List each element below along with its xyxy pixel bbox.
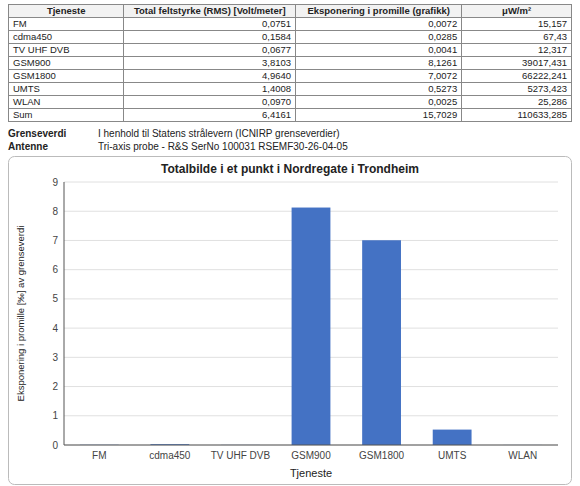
table-cell: 110633,285: [462, 109, 572, 122]
table-cell: cdma450: [9, 31, 124, 44]
table-cell: Sum: [9, 109, 124, 122]
table-cell: 0,1584: [124, 31, 296, 44]
table-cell: TV UHF DVB: [9, 44, 124, 57]
table-header: μW/m²: [462, 5, 572, 18]
footer-line: GrenseverdiI henhold til Statens strålev…: [8, 127, 572, 140]
table-cell: 0,0970: [124, 96, 296, 109]
table-cell: 15,7029: [296, 109, 462, 122]
table-cell: 7,0072: [296, 70, 462, 83]
chart-border: [9, 157, 572, 485]
bars: [80, 208, 542, 445]
grid-line: [64, 445, 558, 446]
x-tick-label: GSM900: [291, 450, 331, 461]
x-tick-label: WLAN: [508, 450, 537, 461]
table-cell: 0,5273: [296, 83, 462, 96]
x-tick-label: GSM1800: [359, 450, 404, 461]
table-header: Tjeneste: [9, 5, 124, 18]
footer-line: AntenneTri-axis probe - R&S SerNo 100031…: [8, 140, 572, 153]
table-row: GSM9003,81038,126139017,431: [9, 57, 572, 70]
bar: [433, 430, 472, 445]
chart-title: Totalbilde i et punkt i Nordregate i Tro…: [161, 162, 419, 176]
table-cell: 67,43: [462, 31, 572, 44]
y-tick-label: 9: [52, 177, 58, 188]
table-cell: 0,0751: [124, 18, 296, 31]
table-cell: 4,9640: [124, 70, 296, 83]
x-axis-line: [64, 445, 558, 446]
bar: [362, 240, 401, 445]
table-row: Sum6,416115,7029110633,285: [9, 109, 572, 122]
y-axis-line: [64, 182, 65, 445]
x-tick-label: cdma450: [149, 450, 191, 461]
table-header-row: TjenesteTotal feltstyrke (RMS) [Volt/met…: [9, 5, 572, 18]
table-cell: 6,4161: [124, 109, 296, 122]
table-row: WLAN0,09700,002525,286: [9, 96, 572, 109]
table-cell: 5273,423: [462, 83, 572, 96]
table-cell: 0,0677: [124, 44, 296, 57]
bar-chart: Totalbilde i et punkt i Nordregate i Tro…: [8, 156, 572, 485]
table-cell: 1,4008: [124, 83, 296, 96]
x-tick-label: TV UHF DVB: [211, 450, 271, 461]
table-cell: UMTS: [9, 83, 124, 96]
table-cell: 0,0041: [296, 44, 462, 57]
y-tick-label: 3: [52, 352, 58, 363]
table-cell: GSM1800: [9, 70, 124, 83]
table-body: FM0,07510,007215,157cdma4500,15840,02856…: [9, 18, 572, 122]
y-axis-label: Eksponering i promille [‰] av grenseverd…: [15, 226, 26, 402]
table-row: FM0,07510,007215,157: [9, 18, 572, 31]
table-row: UMTS1,40080,52735273,423: [9, 83, 572, 96]
table-cell: 66222,241: [462, 70, 572, 83]
y-tick-label: 4: [52, 323, 58, 334]
table-cell: 8,1261: [296, 57, 462, 70]
bar: [292, 208, 331, 445]
table-cell: 12,317: [462, 44, 572, 57]
table-row: cdma4500,15840,028567,43: [9, 31, 572, 44]
x-tick-label: UMTS: [438, 450, 467, 461]
y-tick-label: 7: [52, 235, 58, 246]
page: TjenesteTotal feltstyrke (RMS) [Volt/met…: [0, 0, 580, 485]
footer-text: Tri-axis probe - R&S SerNo 100031 RSEMF3…: [98, 141, 348, 152]
table-cell: GSM900: [9, 57, 124, 70]
y-tick-label: 2: [52, 381, 58, 392]
table-cell: 3,8103: [124, 57, 296, 70]
x-tick-label: FM: [92, 450, 106, 461]
footer-label: Antenne: [8, 140, 98, 153]
table-cell: 0,0025: [296, 96, 462, 109]
table-cell: 39017,431: [462, 57, 572, 70]
table-cell: FM: [9, 18, 124, 31]
table-row: TV UHF DVB0,06770,004112,317: [9, 44, 572, 57]
y-tick-label: 6: [52, 264, 58, 275]
table-row: GSM18004,96407,007266222,241: [9, 70, 572, 83]
table-header: Total feltstyrke (RMS) [Volt/meter]: [124, 5, 296, 18]
table-head: TjenesteTotal feltstyrke (RMS) [Volt/met…: [9, 5, 572, 18]
y-tick-label: 5: [52, 293, 58, 304]
table-cell: 25,286: [462, 96, 572, 109]
footer-label: Grenseverdi: [8, 127, 98, 140]
table-cell: 0,0285: [296, 31, 462, 44]
footer-text: I henhold til Statens strålevern (ICNIRP…: [98, 128, 340, 139]
table-cell: 0,0072: [296, 18, 462, 31]
grid-line: [64, 182, 558, 183]
data-table: TjenesteTotal feltstyrke (RMS) [Volt/met…: [8, 4, 572, 122]
table-cell: 15,157: [462, 18, 572, 31]
table-cell: WLAN: [9, 96, 124, 109]
y-tick-label: 8: [52, 206, 58, 217]
footer: GrenseverdiI henhold til Statens strålev…: [8, 127, 572, 153]
y-tick-label: 1: [52, 410, 58, 421]
y-tick-label: 0: [52, 440, 58, 451]
x-axis-label: Tjeneste: [290, 467, 332, 479]
table-header: Eksponering i promille (grafikk): [296, 5, 462, 18]
